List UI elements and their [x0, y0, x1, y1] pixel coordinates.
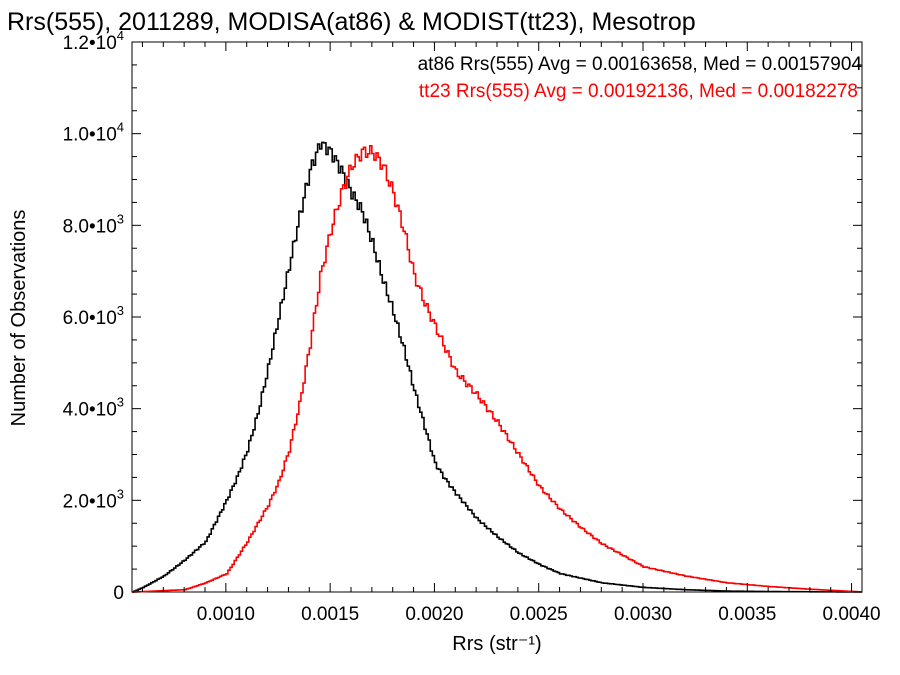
plot-area: [131, 41, 863, 593]
y-tick-label: 0: [113, 583, 124, 604]
y-tick-label: 1.0•104: [63, 120, 124, 146]
x-tick-label: 0.0020: [405, 604, 463, 625]
plot-frame: [131, 41, 863, 593]
y-tick-label: 1.2•104: [63, 28, 124, 54]
x-tick-label: 0.0015: [301, 604, 359, 625]
x-tick-label: 0.0035: [718, 604, 776, 625]
y-tick-label: 2.0•103: [63, 486, 124, 512]
annotation-tt23: tt23 Rrs(555) Avg = 0.00192136, Med = 0.…: [419, 81, 858, 102]
series-at86-histogram: [132, 141, 862, 593]
y-axis-label: Number of Observations: [8, 210, 30, 427]
y-tick-label: 8.0•103: [63, 211, 124, 237]
annotation-at86: at86 Rrs(555) Avg = 0.00163658, Med = 0.…: [418, 54, 863, 75]
x-tick-label: 0.0010: [197, 604, 255, 625]
x-axis: 0.0010 0.0015 0.0020 0.0025 0.0030 0.0035 0.00…: [141, 42, 881, 625]
y-tick-label: 6.0•103: [63, 303, 124, 329]
series-tt23-histogram: [132, 145, 862, 593]
annotations: at86 Rrs(555) Avg = 0.00163658, Med = 0.…: [418, 54, 863, 102]
series-layer: [132, 141, 862, 593]
y-tick-label: 4.0•103: [63, 395, 124, 421]
x-tick-label: 0.0030: [614, 604, 672, 625]
y-axis: 0 2.0•103 4.0•103 6.0•103 8.0•103 1.0•104 1.2•…: [63, 28, 862, 604]
chart-title: Rrs(555), 2011289, MODISA(at86) & MODIST…: [7, 8, 696, 36]
x-tick-label: 0.0025: [510, 604, 568, 625]
x-tick-label: 0.0040: [823, 604, 881, 625]
x-axis-label: Rrs (str⁻¹): [452, 633, 541, 655]
